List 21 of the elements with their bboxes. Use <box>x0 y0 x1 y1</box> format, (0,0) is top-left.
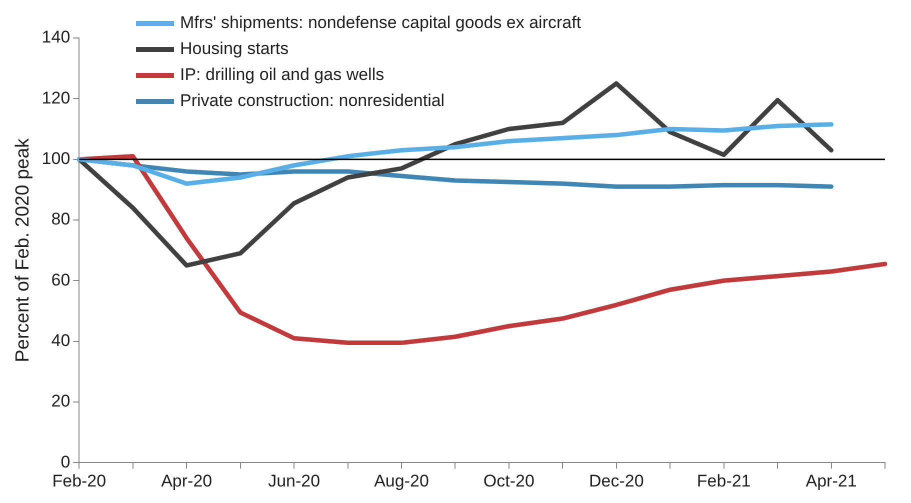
y-tick-label: 60 <box>51 270 70 290</box>
legend-label: Housing starts <box>180 38 289 60</box>
y-tick-label: 140 <box>42 28 70 47</box>
legend-label: Private construction: nonresidential <box>180 90 445 112</box>
y-tick-label: 100 <box>42 149 70 168</box>
legend-label: IP: drilling oil and gas wells <box>180 64 384 86</box>
x-tick-label: Oct-20 <box>483 471 534 490</box>
x-tick-label: Jun-20 <box>268 471 320 490</box>
x-tick-label: Apr-21 <box>806 471 857 490</box>
x-tick-label: Apr-20 <box>161 471 212 490</box>
x-tick-label: Dec-20 <box>588 471 644 490</box>
y-axis-title: Percent of Feb. 2020 peak <box>12 138 34 362</box>
x-tick-label: Aug-20 <box>374 471 429 490</box>
x-tick-label: Feb-20 <box>52 471 106 490</box>
y-tick-label: 20 <box>51 392 70 411</box>
y-tick-label: 80 <box>51 210 70 229</box>
x-tick-label: Feb-21 <box>696 471 751 490</box>
y-tick-label: 120 <box>42 88 70 108</box>
y-tick-label: 0 <box>60 452 70 472</box>
y-tick-label: 40 <box>51 330 70 350</box>
legend-label: Mfrs' shipments: nondefense capital goods ex aircraft <box>180 12 582 34</box>
